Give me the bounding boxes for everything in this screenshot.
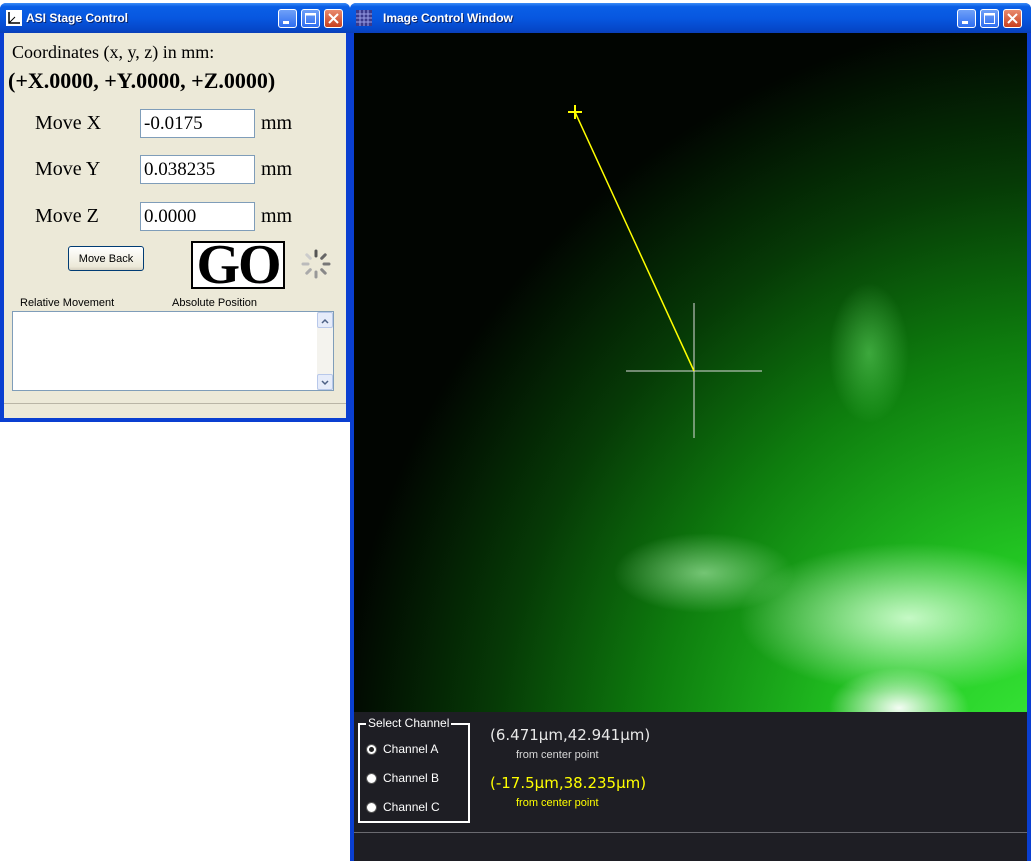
asi-stage-control-window: ASI Stage Control Coordinates (x, y, z) … (0, 3, 350, 422)
target-offset-subtitle: from center point (516, 797, 599, 809)
channel-c-label: Channel C (383, 800, 440, 814)
channel-b-label: Channel B (383, 771, 440, 785)
go-button[interactable]: GO (191, 241, 285, 289)
image-window-title: Image Control Window (383, 11, 513, 25)
grid-app-icon (356, 10, 372, 26)
image-title-bar[interactable]: Image Control Window (350, 3, 1031, 33)
target-marker-icon[interactable] (568, 105, 582, 119)
minimize-icon (962, 21, 968, 24)
move-x-label: Move X (35, 112, 102, 134)
move-back-button[interactable]: Move Back (68, 246, 144, 271)
select-channel-label: Select Channel (366, 716, 452, 730)
target-offset-readout: (-17.5µm,38.235µm) (490, 774, 647, 792)
fluorescence-image[interactable] (354, 33, 1027, 712)
image-overlay (568, 105, 762, 438)
app-icon (6, 10, 22, 26)
stage-window-title: ASI Stage Control (26, 11, 129, 25)
radio-selected-icon (366, 744, 377, 755)
image-control-window: Image Control Window (350, 3, 1031, 861)
stage-title-bar[interactable]: ASI Stage Control (0, 3, 350, 33)
chevron-down-icon (321, 380, 329, 386)
loading-spinner-icon (301, 249, 331, 279)
relative-movement-label: Relative Movement (20, 297, 115, 309)
close-icon (328, 13, 339, 24)
radio-icon (366, 773, 377, 784)
channel-c-radio[interactable]: Channel C (366, 800, 440, 814)
move-x-input[interactable] (140, 109, 255, 138)
minimize-button[interactable] (278, 9, 297, 28)
close-button[interactable] (324, 9, 343, 28)
radio-icon (366, 802, 377, 813)
channel-b-radio[interactable]: Channel B (366, 771, 439, 785)
maximize-button[interactable] (980, 9, 999, 28)
absolute-position-label: Absolute Position (172, 297, 257, 309)
move-z-label: Move Z (35, 205, 99, 227)
minimize-button[interactable] (957, 9, 976, 28)
coordinates-value: (+X.0000, +Y.0000, +Z.0000) (8, 68, 276, 93)
target-line (574, 111, 695, 372)
log-scrollbar[interactable] (317, 312, 333, 390)
image-client-area: Select Channel Channel A Channel B Chann… (354, 33, 1027, 861)
scroll-up-arrow[interactable] (317, 312, 333, 328)
stage-client-area: Coordinates (x, y, z) in mm: (+X.0000, +… (4, 33, 346, 418)
coordinates-label: Coordinates (x, y, z) in mm: (12, 42, 215, 62)
minimize-icon (283, 21, 289, 24)
move-x-unit: mm (261, 112, 293, 134)
status-divider (4, 403, 346, 404)
center-offset-subtitle: from center point (516, 749, 599, 761)
channel-a-label: Channel A (383, 742, 439, 756)
move-z-input[interactable] (140, 202, 255, 231)
status-divider (354, 832, 1027, 833)
movement-log-textarea[interactable] (12, 311, 334, 391)
move-y-label: Move Y (35, 158, 101, 180)
move-z-unit: mm (261, 205, 293, 227)
close-button[interactable] (1003, 9, 1022, 28)
maximize-button[interactable] (301, 9, 320, 28)
select-channel-group: Select Channel Channel A Channel B Chann… (358, 716, 470, 823)
maximize-icon (984, 13, 995, 24)
channel-a-radio[interactable]: Channel A (366, 742, 438, 756)
move-y-input[interactable] (140, 155, 255, 184)
maximize-icon (305, 13, 316, 24)
chevron-up-icon (321, 318, 329, 324)
center-offset-readout: (6.471µm,42.941µm) (490, 726, 651, 744)
move-y-unit: mm (261, 158, 293, 180)
close-icon (1007, 13, 1018, 24)
scroll-down-arrow[interactable] (317, 374, 333, 390)
